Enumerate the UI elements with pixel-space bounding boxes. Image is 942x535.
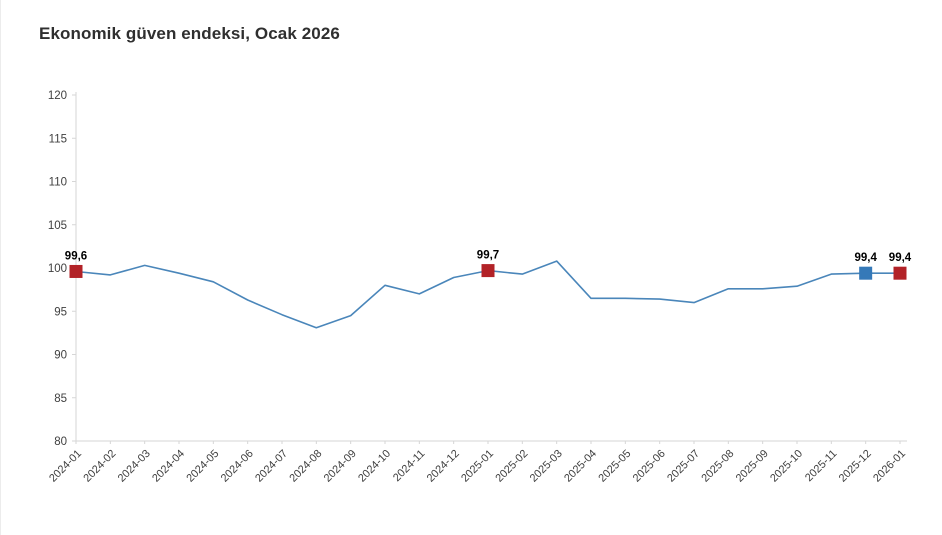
highlight-marker-2025-12 bbox=[859, 266, 873, 280]
x-axis-label: 2024-03 bbox=[116, 448, 153, 485]
highlight-marker-2026-01 bbox=[893, 266, 907, 280]
x-axis-label: 2025-07 bbox=[665, 448, 702, 485]
y-axis-label: 105 bbox=[48, 220, 67, 232]
highlight-marker-2025-01 bbox=[481, 264, 495, 278]
data-label-2024-01: 99,6 bbox=[65, 250, 87, 262]
x-axis-label: 2024-09 bbox=[322, 448, 359, 485]
x-axis-label: 2025-09 bbox=[734, 448, 771, 485]
y-axis-label: 115 bbox=[49, 133, 67, 145]
x-axis-label: 2025-12 bbox=[837, 448, 874, 485]
y-axis-label: 95 bbox=[54, 306, 67, 318]
x-axis-label: 2025-03 bbox=[528, 448, 565, 485]
y-axis-label: 100 bbox=[48, 263, 67, 275]
data-label-2026-01: 99,4 bbox=[889, 252, 912, 264]
highlight-marker-2024-01 bbox=[69, 264, 83, 278]
x-axis-label: 2025-04 bbox=[562, 448, 599, 485]
x-axis-label: 2024-06 bbox=[219, 448, 256, 485]
x-axis-label: 2024-10 bbox=[356, 448, 393, 485]
x-axis-label: 2025-01 bbox=[459, 448, 496, 485]
y-axis-label: 110 bbox=[49, 177, 67, 189]
x-axis-label: 2025-11 bbox=[803, 448, 839, 484]
x-axis-label: 2026-01 bbox=[871, 448, 908, 485]
x-axis-label: 2024-01 bbox=[47, 448, 84, 485]
y-axis-label: 80 bbox=[54, 436, 67, 448]
x-axis-label: 2025-05 bbox=[596, 448, 633, 485]
x-axis-label: 2024-12 bbox=[425, 448, 462, 485]
x-axis-label: 2024-05 bbox=[184, 448, 221, 485]
x-axis-label: 2024-04 bbox=[150, 448, 187, 485]
x-axis-label: 2024-02 bbox=[81, 448, 118, 485]
x-axis-label: 2024-08 bbox=[287, 448, 324, 485]
x-axis-label: 2025-02 bbox=[493, 448, 530, 485]
x-axis-label: 2025-08 bbox=[699, 448, 736, 485]
y-axis-label: 120 bbox=[48, 90, 67, 102]
x-axis-label: 2024-07 bbox=[253, 448, 290, 485]
x-axis-label: 2024-11 bbox=[391, 448, 427, 484]
data-label-2025-12: 99,4 bbox=[854, 252, 877, 264]
chart-title: Ekonomik güven endeksi, Ocak 2026 bbox=[39, 24, 340, 43]
x-axis-label: 2025-06 bbox=[631, 448, 668, 485]
data-label-2025-01: 99,7 bbox=[477, 250, 499, 262]
y-axis-label: 85 bbox=[54, 393, 67, 405]
x-axis-label: 2025-10 bbox=[768, 448, 805, 485]
y-axis-label: 90 bbox=[54, 350, 67, 362]
